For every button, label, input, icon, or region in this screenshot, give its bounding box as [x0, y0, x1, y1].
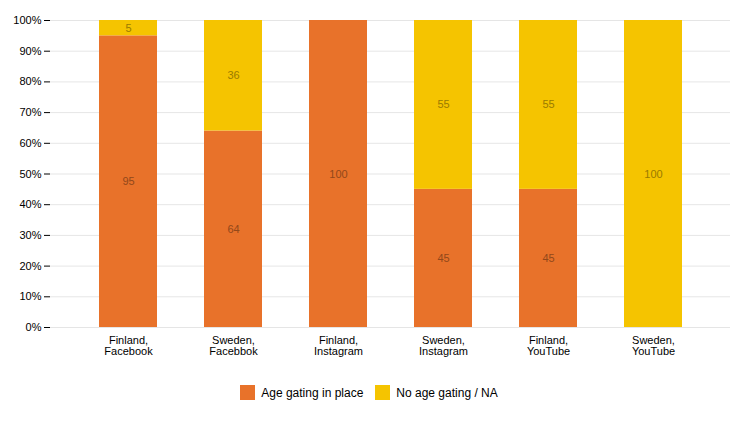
svg-text:5: 5 [125, 22, 131, 34]
svg-text:60%: 60% [19, 137, 41, 149]
svg-text:Finland,Facebook: Finland,Facebook [104, 334, 153, 357]
svg-text:50%: 50% [19, 168, 41, 180]
svg-text:55: 55 [437, 98, 449, 110]
svg-text:64: 64 [227, 223, 239, 235]
svg-text:100%: 100% [13, 14, 41, 26]
html-text:Age gating in place: Age gating in place [261, 385, 364, 400]
html-text:No age gating / NA: No age gating / NA [396, 385, 498, 400]
svg-text:100: 100 [644, 168, 662, 180]
svg-text:80%: 80% [19, 75, 41, 87]
svg-text:Sweden,YouTube: Sweden,YouTube [632, 334, 675, 357]
svg-text:30%: 30% [19, 229, 41, 241]
svg-text:40%: 40% [19, 198, 41, 210]
svg-text:Sweden,Instagram: Sweden,Instagram [419, 334, 468, 357]
svg-text:55: 55 [542, 98, 554, 110]
svg-text:90%: 90% [19, 45, 41, 57]
svg-text:70%: 70% [19, 106, 41, 118]
svg-text:45: 45 [542, 252, 554, 264]
svg-text:0%: 0% [26, 321, 42, 333]
svg-text:Sweden,Facebbok: Sweden,Facebbok [209, 334, 258, 357]
svg-text:Finland,YouTube: Finland,YouTube [527, 334, 570, 357]
svg-text:100: 100 [329, 168, 347, 180]
svg-text:36: 36 [227, 69, 239, 81]
svg-text:20%: 20% [19, 260, 41, 272]
svg-text:95: 95 [122, 175, 134, 187]
svg-text:45: 45 [437, 252, 449, 264]
svg-text:10%: 10% [19, 290, 41, 302]
svg-text:Finland,Instagram: Finland,Instagram [314, 334, 363, 357]
